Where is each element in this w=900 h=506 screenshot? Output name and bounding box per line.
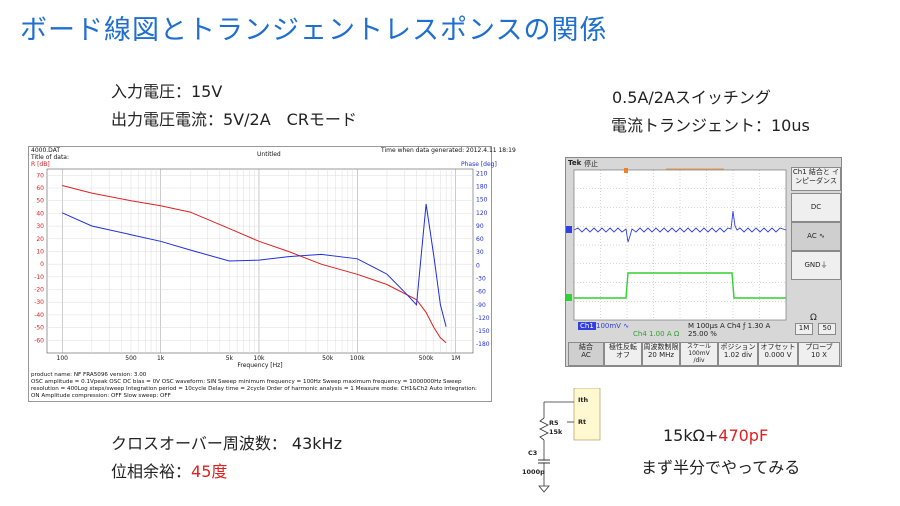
plot-area: [46, 168, 474, 354]
phase-margin-value: 45度: [191, 462, 228, 481]
y2-tick-label: 90: [476, 223, 484, 230]
y-tick-label: 0: [40, 261, 44, 268]
oscilloscope-screenshot: Tek 停止 Ch1 100mV ∿ Ch4 1.00 A Ω M 100μs …: [565, 157, 842, 367]
x-tick-label: 1k: [157, 355, 165, 362]
bode-generated-time: Time when data generated: 2012.4.11 18:1…: [381, 147, 516, 154]
pin-ith-label: Ith: [578, 396, 589, 404]
softkey-offset[interactable]: オフセット 0.000 V: [758, 342, 798, 366]
x-tick-label: 100: [57, 355, 69, 362]
y-tick-label: -50: [34, 325, 44, 332]
ch1-scale: 100mV ∿: [596, 322, 630, 330]
x-tick-label: 500: [125, 355, 137, 362]
y2-tick-label: 150: [476, 197, 488, 204]
y-tick-label: 40: [36, 210, 44, 217]
y2-tick-label: -90: [476, 302, 486, 309]
coupling-menu-title: Ch1 結合と インピーダンス: [791, 167, 841, 191]
c3-label: C3: [528, 449, 538, 457]
y2-tick-label: 210: [476, 170, 488, 177]
bode-plot-title: Untitled: [257, 151, 281, 158]
bode-footer-line: product name: NF FRA5096 version: 3.00: [31, 372, 147, 378]
phase-margin-text: 位相余裕：45度: [111, 458, 227, 482]
y-tick-label: -60: [34, 337, 44, 344]
y2-tick-label: 60: [476, 236, 484, 243]
phase-curve: [61, 203, 447, 327]
coupling-ac-button[interactable]: AC ∿: [791, 222, 841, 251]
y2-tick-label: -60: [476, 289, 486, 296]
softkey-probe[interactable]: プローブ 10 X: [798, 342, 840, 366]
output-spec-text: 出力電圧電流：5V/2A CRモード: [111, 110, 357, 129]
x-tick-label: 100k: [350, 355, 365, 362]
comp-note-text: まず半分でやってみる: [641, 458, 801, 477]
y2-tick-label: -120: [476, 315, 490, 322]
y2-tick-label: 180: [476, 184, 488, 191]
y-tick-label: 20: [36, 236, 44, 243]
bode-chart: 706050403020100-10-20-30-40-50-602101801…: [34, 168, 490, 369]
gain-curve: [62, 185, 447, 344]
trigger-position: 25.00 %: [688, 330, 717, 338]
y-tick-label: -10: [34, 274, 44, 281]
impedance-label: Ω: [810, 313, 817, 323]
transient-text: 電流トランジェント：10us: [611, 116, 810, 135]
y2-tick-label: 0: [476, 262, 480, 269]
coupling-dc-button[interactable]: DC: [791, 193, 841, 222]
scope-brand: Tek: [568, 159, 582, 167]
x-tick-label: 5k: [226, 355, 234, 362]
x-tick-label: 10k: [253, 355, 265, 362]
y2-tick-label: 120: [476, 210, 488, 217]
y2-tick-label: -180: [476, 341, 490, 348]
y2-tick-label: 30: [476, 249, 484, 256]
c3-value: 1000p: [522, 468, 545, 476]
compensation-schematic: Ith Rt R5 15k C3 1000p: [512, 388, 602, 500]
y2-tick-label: -30: [476, 276, 486, 283]
y-tick-label: 60: [36, 185, 44, 192]
scope-run-state: 停止: [584, 160, 598, 168]
y-tick-label: -20: [34, 287, 44, 294]
x-tick-label: 1M: [451, 355, 460, 362]
crossover-text: クロスオーバー周波数： 43kHz: [111, 434, 342, 453]
softkey-bandwidth[interactable]: 周波数制限 20 MHz: [642, 342, 680, 366]
schematic-drawing: [538, 388, 601, 493]
y-tick-label: 50: [36, 198, 44, 205]
y2-tick-label: -150: [476, 328, 490, 335]
softkey-position[interactable]: ポジション 1.02 div: [718, 342, 758, 366]
bode-footer-line: OSC amplitude = 0.1Vpeak OSC DC bias = 0…: [31, 379, 462, 385]
phase-margin-label: 位相余裕：: [111, 462, 192, 481]
x-axis-label: Frequency [Hz]: [237, 362, 282, 369]
comp-capacitor-value: 470pF: [718, 426, 769, 445]
ch4-scale: Ch4 1.00 A Ω: [633, 330, 680, 338]
bode-left-unit: R [dB]: [31, 161, 50, 168]
r5-value: 15k: [549, 428, 563, 436]
switching-text: 0.5A/2Aスイッチング: [612, 88, 771, 107]
comp-value-text: 15kΩ+470pF: [663, 426, 768, 445]
bode-file-name: 4000.DAT: [31, 147, 60, 154]
impedance-50-button[interactable]: 50: [818, 323, 836, 335]
bode-footer-line: resolution = 400Log steps/sweep Integrat…: [31, 386, 477, 392]
slide-title: ボード線図とトランジェントレスポンスの関係: [20, 15, 608, 46]
ch1-badge[interactable]: Ch1: [578, 322, 596, 330]
y-tick-label: -40: [34, 312, 44, 319]
softkey-invert[interactable]: 極性反転 オフ: [604, 342, 642, 366]
comp-resistor-value: 15kΩ+: [663, 426, 719, 445]
x-tick-label: 500k: [419, 355, 434, 362]
y-tick-label: 70: [36, 172, 44, 179]
bode-footer-line: ON Amplitude compression: OFF Slow sweep…: [31, 393, 171, 399]
pin-rt-label: Rt: [578, 418, 587, 426]
r5-label: R5: [549, 419, 559, 427]
y-tick-label: 30: [36, 223, 44, 230]
scope-waveform-display: [566, 168, 787, 321]
x-tick-label: 50k: [322, 355, 334, 362]
bode-title-of-data: Title of data:: [31, 154, 69, 161]
timebase-readout: M 100μs A Ch4 ƒ 1.30 A: [688, 322, 771, 330]
bode-right-unit: Phase [deg]: [461, 161, 497, 168]
bode-plot-window: 4000.DAT Title of data: Untitled Time wh…: [28, 146, 516, 402]
y-tick-label: -30: [34, 299, 44, 306]
input-voltage-text: 入力電圧：15V: [111, 82, 223, 101]
y-tick-label: 10: [36, 248, 44, 255]
softkey-coupling[interactable]: 結合 AC: [568, 342, 604, 366]
softkey-scale[interactable]: スケール 100mV /div: [680, 342, 718, 366]
coupling-gnd-button[interactable]: GND⏚: [791, 251, 841, 280]
impedance-1m-button[interactable]: 1M: [795, 323, 813, 335]
